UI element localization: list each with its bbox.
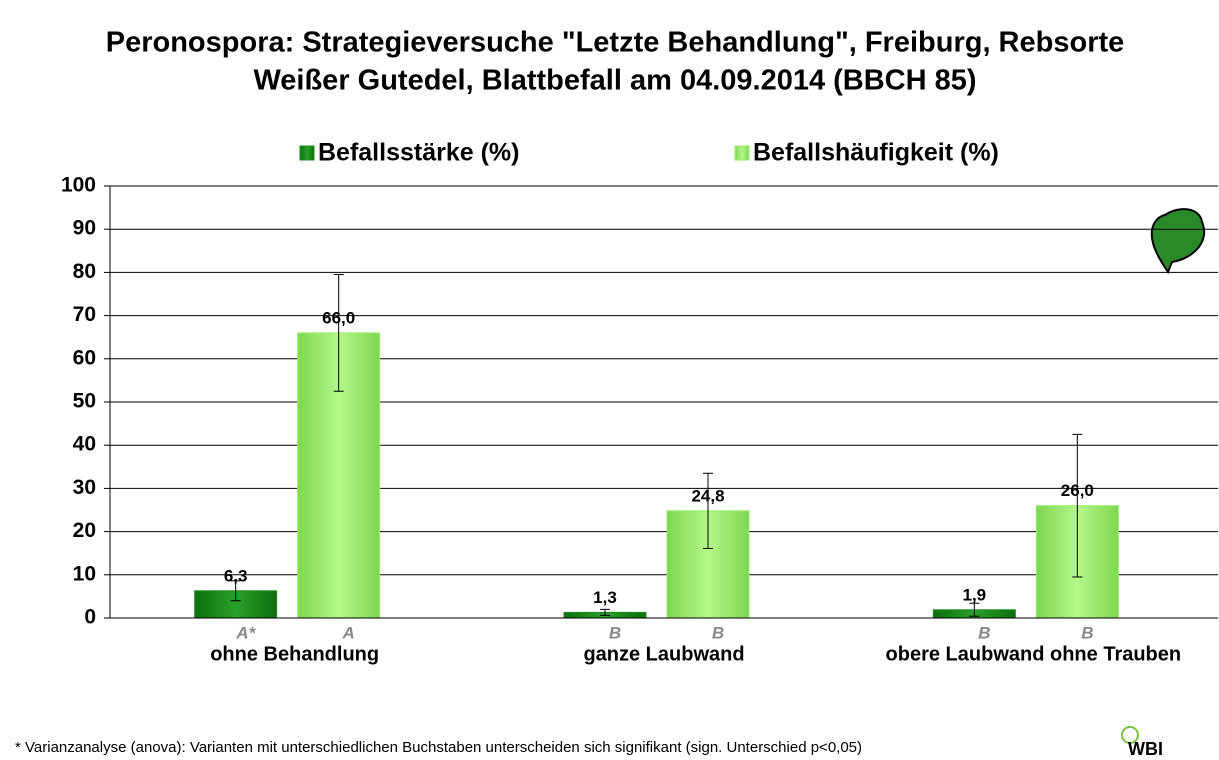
y-tick-label: 60	[73, 346, 96, 369]
y-tick-label: 20	[73, 519, 96, 542]
y-tick-label: 50	[73, 390, 96, 413]
legend-label: Befallshäufigkeit (%)	[753, 139, 999, 167]
error-bar	[230, 580, 241, 602]
x-tick-label: ohne Behandlung	[210, 643, 379, 665]
footnote: * Varianzanalyse (anova): Varianten mit …	[15, 739, 862, 756]
y-tick-label: 10	[73, 562, 96, 585]
error-bar	[1072, 433, 1083, 578]
significance-letter: B	[712, 623, 724, 642]
y-tick-label: 30	[73, 476, 96, 499]
error-bar	[333, 274, 344, 392]
significance-letter: B	[609, 623, 621, 642]
y-tick-label: 90	[73, 217, 96, 240]
error-bar	[600, 608, 610, 616]
y-tick-label: 80	[73, 260, 96, 283]
significance-letter: B	[1081, 623, 1093, 642]
y-tick-label: 0	[84, 606, 96, 629]
significance-letter: A	[342, 623, 355, 642]
data-label: 1,3	[593, 588, 617, 607]
y-tick-label: 40	[73, 433, 96, 456]
data-label: 26,0	[1061, 481, 1094, 500]
significance-letter: B	[978, 623, 990, 642]
significance-letter: A*	[235, 623, 256, 642]
error-bar	[969, 602, 980, 617]
x-tick-label: obere Laubwand ohne Trauben	[886, 643, 1182, 665]
legend-swatch	[299, 145, 315, 161]
data-label: 1,9	[963, 585, 987, 604]
leaf-icon	[1150, 208, 1206, 275]
legend-label: Befallsstärke (%)	[318, 139, 519, 167]
chart-subtitle: Weißer Gutedel, Blattbefall am 04.09.201…	[253, 65, 976, 97]
logo: WBI	[1121, 726, 1163, 759]
data-label: 6,3	[224, 566, 248, 585]
data-label: 66,0	[322, 308, 355, 327]
y-tick-label: 100	[61, 174, 96, 197]
logo-text: WBI	[1128, 739, 1163, 759]
data-label: 24,8	[691, 486, 724, 505]
x-tick-label: ganze Laubwand	[583, 643, 744, 665]
y-tick-label: 70	[73, 303, 96, 326]
legend-swatch	[734, 145, 750, 161]
error-bar	[703, 472, 713, 549]
chart-title: Peronospora: Strategieversuche "Letzte B…	[106, 27, 1125, 59]
logo-circle	[1121, 726, 1139, 744]
